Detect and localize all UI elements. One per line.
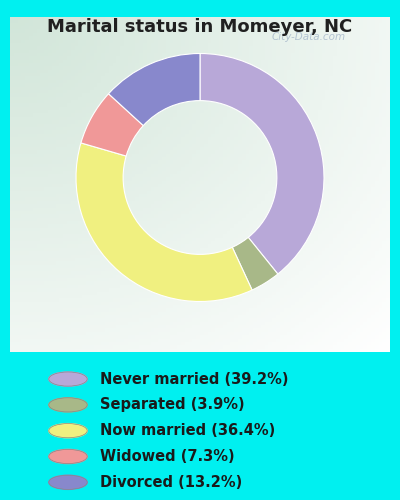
Circle shape: [49, 398, 87, 412]
Text: Widowed (7.3%): Widowed (7.3%): [100, 449, 235, 464]
Text: Separated (3.9%): Separated (3.9%): [100, 398, 245, 412]
Circle shape: [49, 475, 87, 490]
Text: Divorced (13.2%): Divorced (13.2%): [100, 475, 242, 490]
Text: Now married (36.4%): Now married (36.4%): [100, 423, 275, 438]
Wedge shape: [81, 94, 143, 156]
Text: City-Data.com: City-Data.com: [272, 32, 346, 42]
Circle shape: [49, 450, 87, 464]
Wedge shape: [232, 238, 278, 290]
Wedge shape: [108, 54, 200, 126]
Text: Marital status in Momeyer, NC: Marital status in Momeyer, NC: [47, 18, 353, 36]
Wedge shape: [200, 54, 324, 274]
Circle shape: [49, 372, 87, 386]
Circle shape: [49, 424, 87, 438]
Wedge shape: [76, 143, 252, 302]
Text: Never married (39.2%): Never married (39.2%): [100, 372, 288, 386]
